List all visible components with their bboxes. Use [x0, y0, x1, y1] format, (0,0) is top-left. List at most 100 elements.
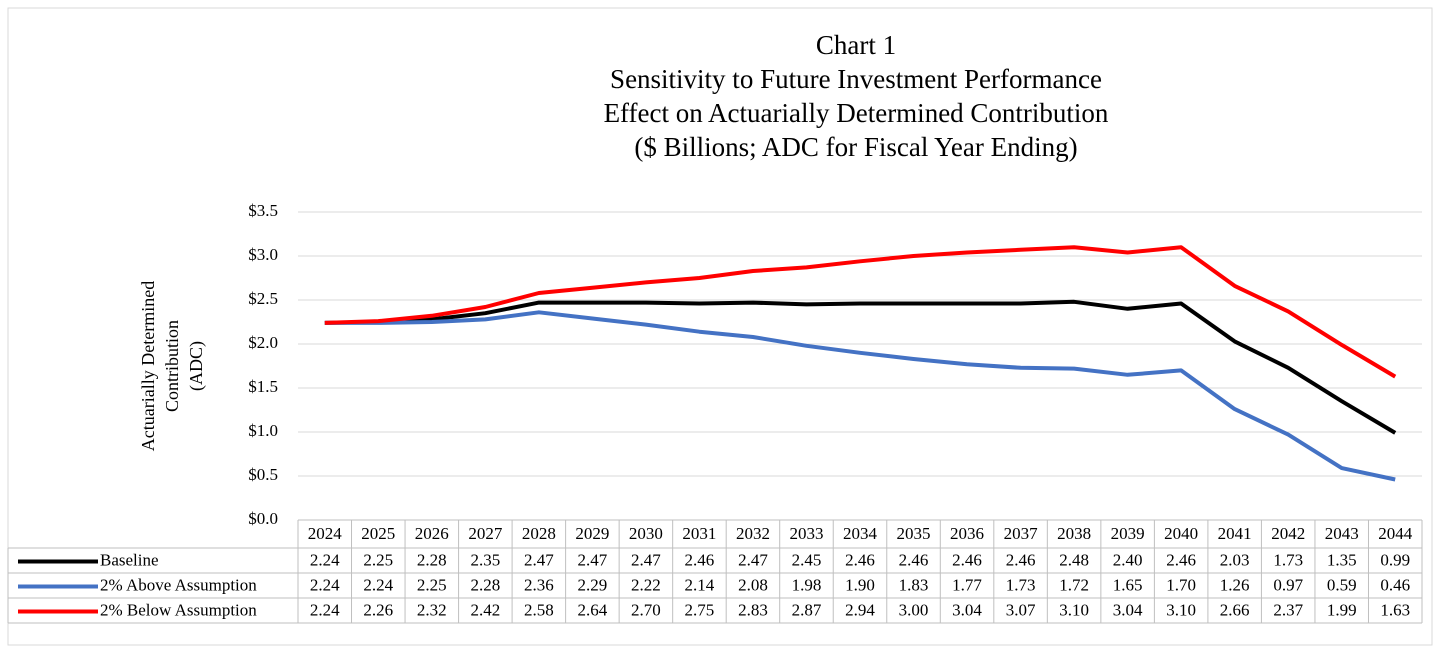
table-value: 2.32	[417, 600, 447, 619]
table-value: 2.03	[1220, 550, 1250, 569]
table-value: 2.28	[417, 550, 447, 569]
table-value: 2.75	[685, 600, 715, 619]
x-tick-label: 2031	[682, 524, 716, 543]
table-value: 3.10	[1059, 600, 1089, 619]
table-value: 2.14	[685, 575, 715, 594]
table-value: 2.35	[470, 550, 500, 569]
x-tick-label: 2029	[575, 524, 609, 543]
table-value: 2.46	[952, 550, 982, 569]
table-value: 2.64	[578, 600, 608, 619]
series-line	[324, 310, 1396, 482]
table-value: 2.22	[631, 575, 661, 594]
table-value: 1.73	[1006, 575, 1036, 594]
table-value: 2.47	[738, 550, 768, 569]
table-value: 2.24	[310, 550, 340, 569]
table-value: 0.59	[1327, 575, 1357, 594]
x-tick-label: 2036	[950, 524, 984, 543]
y-axis-label: (ADC)	[186, 341, 207, 391]
table-value: 2.28	[470, 575, 500, 594]
table-value: 2.37	[1273, 600, 1303, 619]
table-value: 2.45	[792, 550, 822, 569]
y-tick-label: $0.5	[248, 465, 278, 484]
table-value: 2.24	[310, 600, 340, 619]
table-value: 2.46	[899, 550, 929, 569]
table-value: 0.99	[1380, 550, 1410, 569]
x-tick-label: 2024	[308, 524, 343, 543]
x-tick-label: 2039	[1111, 524, 1145, 543]
y-tick-label: $2.5	[248, 289, 278, 308]
table-value: 1.83	[899, 575, 929, 594]
table-value: 3.00	[899, 600, 929, 619]
table-value: 2.25	[363, 550, 393, 569]
table-value: 2.70	[631, 600, 661, 619]
table-value: 2.24	[310, 575, 340, 594]
x-tick-label: 2030	[629, 524, 663, 543]
table-value: 3.04	[1113, 600, 1143, 619]
table-value: 2.87	[792, 600, 822, 619]
chart-border	[7, 7, 1433, 646]
table-value: 2.47	[524, 550, 554, 569]
chart-title: Sensitivity to Future Investment Perform…	[610, 64, 1102, 94]
table-value: 1.98	[792, 575, 822, 594]
table-value: 2.42	[470, 600, 500, 619]
table-value: 1.70	[1166, 575, 1196, 594]
table-value: 1.73	[1273, 550, 1303, 569]
y-tick-label: $1.5	[248, 377, 278, 396]
y-tick-label: $2.0	[248, 333, 278, 352]
table-value: 2.94	[845, 600, 875, 619]
table-value: 2.47	[578, 550, 608, 569]
table-value: 2.46	[685, 550, 715, 569]
y-tick-label: $3.0	[248, 245, 278, 264]
table-value: 2.29	[578, 575, 608, 594]
table-value: 1.72	[1059, 575, 1089, 594]
table-value: 1.90	[845, 575, 875, 594]
legend-label: 2% Below Assumption	[100, 600, 257, 619]
table-value: 2.08	[738, 575, 768, 594]
x-tick-label: 2042	[1271, 524, 1305, 543]
x-tick-label: 2035	[897, 524, 931, 543]
y-tick-label: $0.0	[248, 509, 278, 528]
x-tick-label: 2025	[361, 524, 395, 543]
table-value: 2.46	[845, 550, 875, 569]
table-value: 2.46	[1166, 550, 1196, 569]
table-value: 2.47	[631, 550, 661, 569]
x-tick-label: 2044	[1378, 524, 1413, 543]
x-tick-label: 2038	[1057, 524, 1091, 543]
x-tick-label: 2043	[1325, 524, 1359, 543]
x-tick-label: 2033	[789, 524, 823, 543]
x-tick-label: 2027	[468, 524, 503, 543]
table-value: 1.26	[1220, 575, 1250, 594]
table-value: 3.07	[1006, 600, 1036, 619]
x-tick-label: 2028	[522, 524, 556, 543]
x-tick-label: 2034	[843, 524, 878, 543]
table-value: 2.25	[417, 575, 447, 594]
y-tick-label: $3.5	[248, 201, 278, 220]
x-tick-label: 2041	[1218, 524, 1252, 543]
table-value: 2.66	[1220, 600, 1250, 619]
table-value: 1.65	[1113, 575, 1143, 594]
table-value: 3.04	[952, 600, 982, 619]
table-value: 2.46	[1006, 550, 1036, 569]
y-axis-label: Actuarially Determined	[138, 281, 158, 451]
table-value: 0.97	[1273, 575, 1303, 594]
chart-title: ($ Billions; ADC for Fiscal Year Ending)	[634, 132, 1077, 162]
series-line	[324, 245, 1397, 379]
table-value: 2.26	[363, 600, 393, 619]
x-tick-label: 2040	[1164, 524, 1198, 543]
table-value: 1.77	[952, 575, 982, 594]
x-tick-label: 2037	[1004, 524, 1039, 543]
table-value: 2.24	[363, 575, 393, 594]
table-value: 1.99	[1327, 600, 1357, 619]
table-value: 1.35	[1327, 550, 1357, 569]
x-tick-label: 2032	[736, 524, 770, 543]
table-value: 2.58	[524, 600, 554, 619]
chart-title: Effect on Actuarially Determined Contrib…	[604, 98, 1109, 128]
x-tick-label: 2026	[415, 524, 449, 543]
legend-label: 2% Above Assumption	[100, 575, 257, 594]
table-value: 0.46	[1380, 575, 1410, 594]
table-value: 1.63	[1380, 600, 1410, 619]
table-value: 2.83	[738, 600, 768, 619]
table-value: 2.40	[1113, 550, 1143, 569]
y-axis-label: Contribution	[162, 320, 182, 412]
